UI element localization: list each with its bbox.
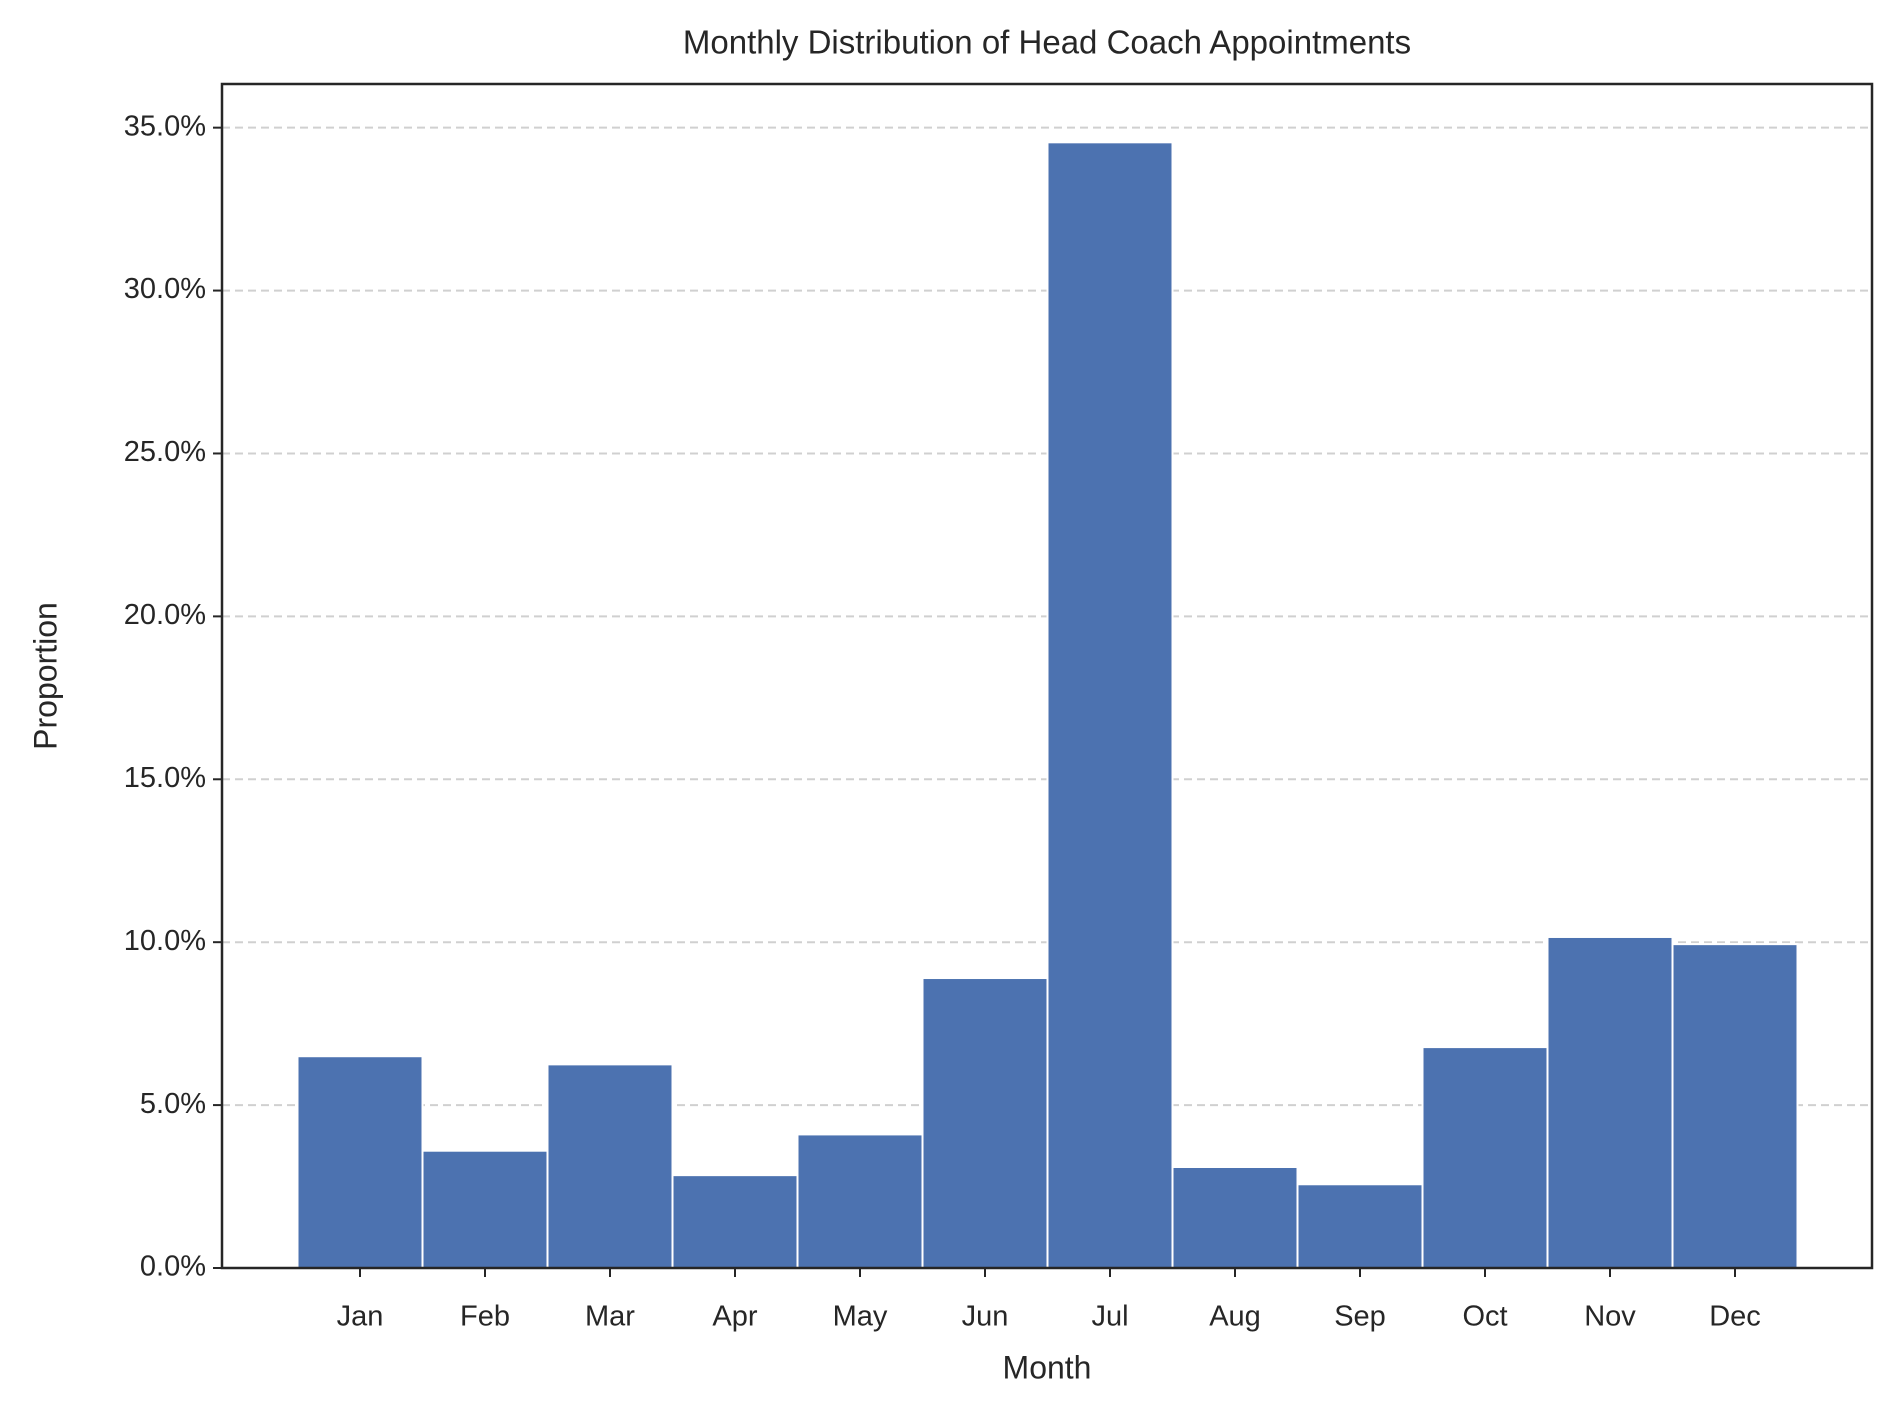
x-tick-label: Nov xyxy=(1584,1301,1636,1333)
x-tick-label: Oct xyxy=(1462,1301,1507,1333)
bar xyxy=(921,977,1049,1269)
plot-frame xyxy=(220,82,1874,1270)
y-tick-label: 30.0% xyxy=(124,273,206,305)
y-tick-label: 35.0% xyxy=(124,110,206,142)
x-tick-label: Apr xyxy=(712,1301,757,1333)
bar xyxy=(796,1133,924,1269)
bar xyxy=(1671,943,1799,1269)
x-tick-label: Jan xyxy=(337,1301,384,1333)
x-axis-label: Month xyxy=(1003,1349,1092,1385)
bar xyxy=(1546,935,1674,1269)
bar xyxy=(546,1063,674,1270)
chart-title: Monthly Distribution of Head Coach Appoi… xyxy=(683,24,1411,61)
bar xyxy=(1421,1046,1549,1269)
bar xyxy=(671,1174,799,1270)
y-tick-label: 20.0% xyxy=(124,599,206,631)
y-tick-label: 5.0% xyxy=(140,1088,206,1120)
x-tick-label: Dec xyxy=(1709,1301,1761,1333)
x-tick-label: Sep xyxy=(1334,1301,1386,1333)
bar xyxy=(1046,141,1174,1269)
y-tick-label: 15.0% xyxy=(124,762,206,794)
bar xyxy=(1296,1183,1424,1269)
bar xyxy=(1171,1165,1299,1269)
x-tick-label: Aug xyxy=(1209,1301,1261,1333)
x-tick-label: May xyxy=(833,1301,888,1333)
y-tick-label: 0.0% xyxy=(140,1251,206,1283)
x-tick-label: Mar xyxy=(585,1301,635,1333)
y-tick-label: 25.0% xyxy=(124,436,206,468)
bar xyxy=(296,1055,424,1269)
y-tick-label: 10.0% xyxy=(124,925,206,957)
x-tick-label: Feb xyxy=(460,1301,510,1333)
x-tick-label: Jun xyxy=(962,1301,1009,1333)
x-tick-label: Jul xyxy=(1091,1301,1128,1333)
bar xyxy=(421,1149,549,1269)
y-axis-label: Proportion xyxy=(27,602,63,750)
